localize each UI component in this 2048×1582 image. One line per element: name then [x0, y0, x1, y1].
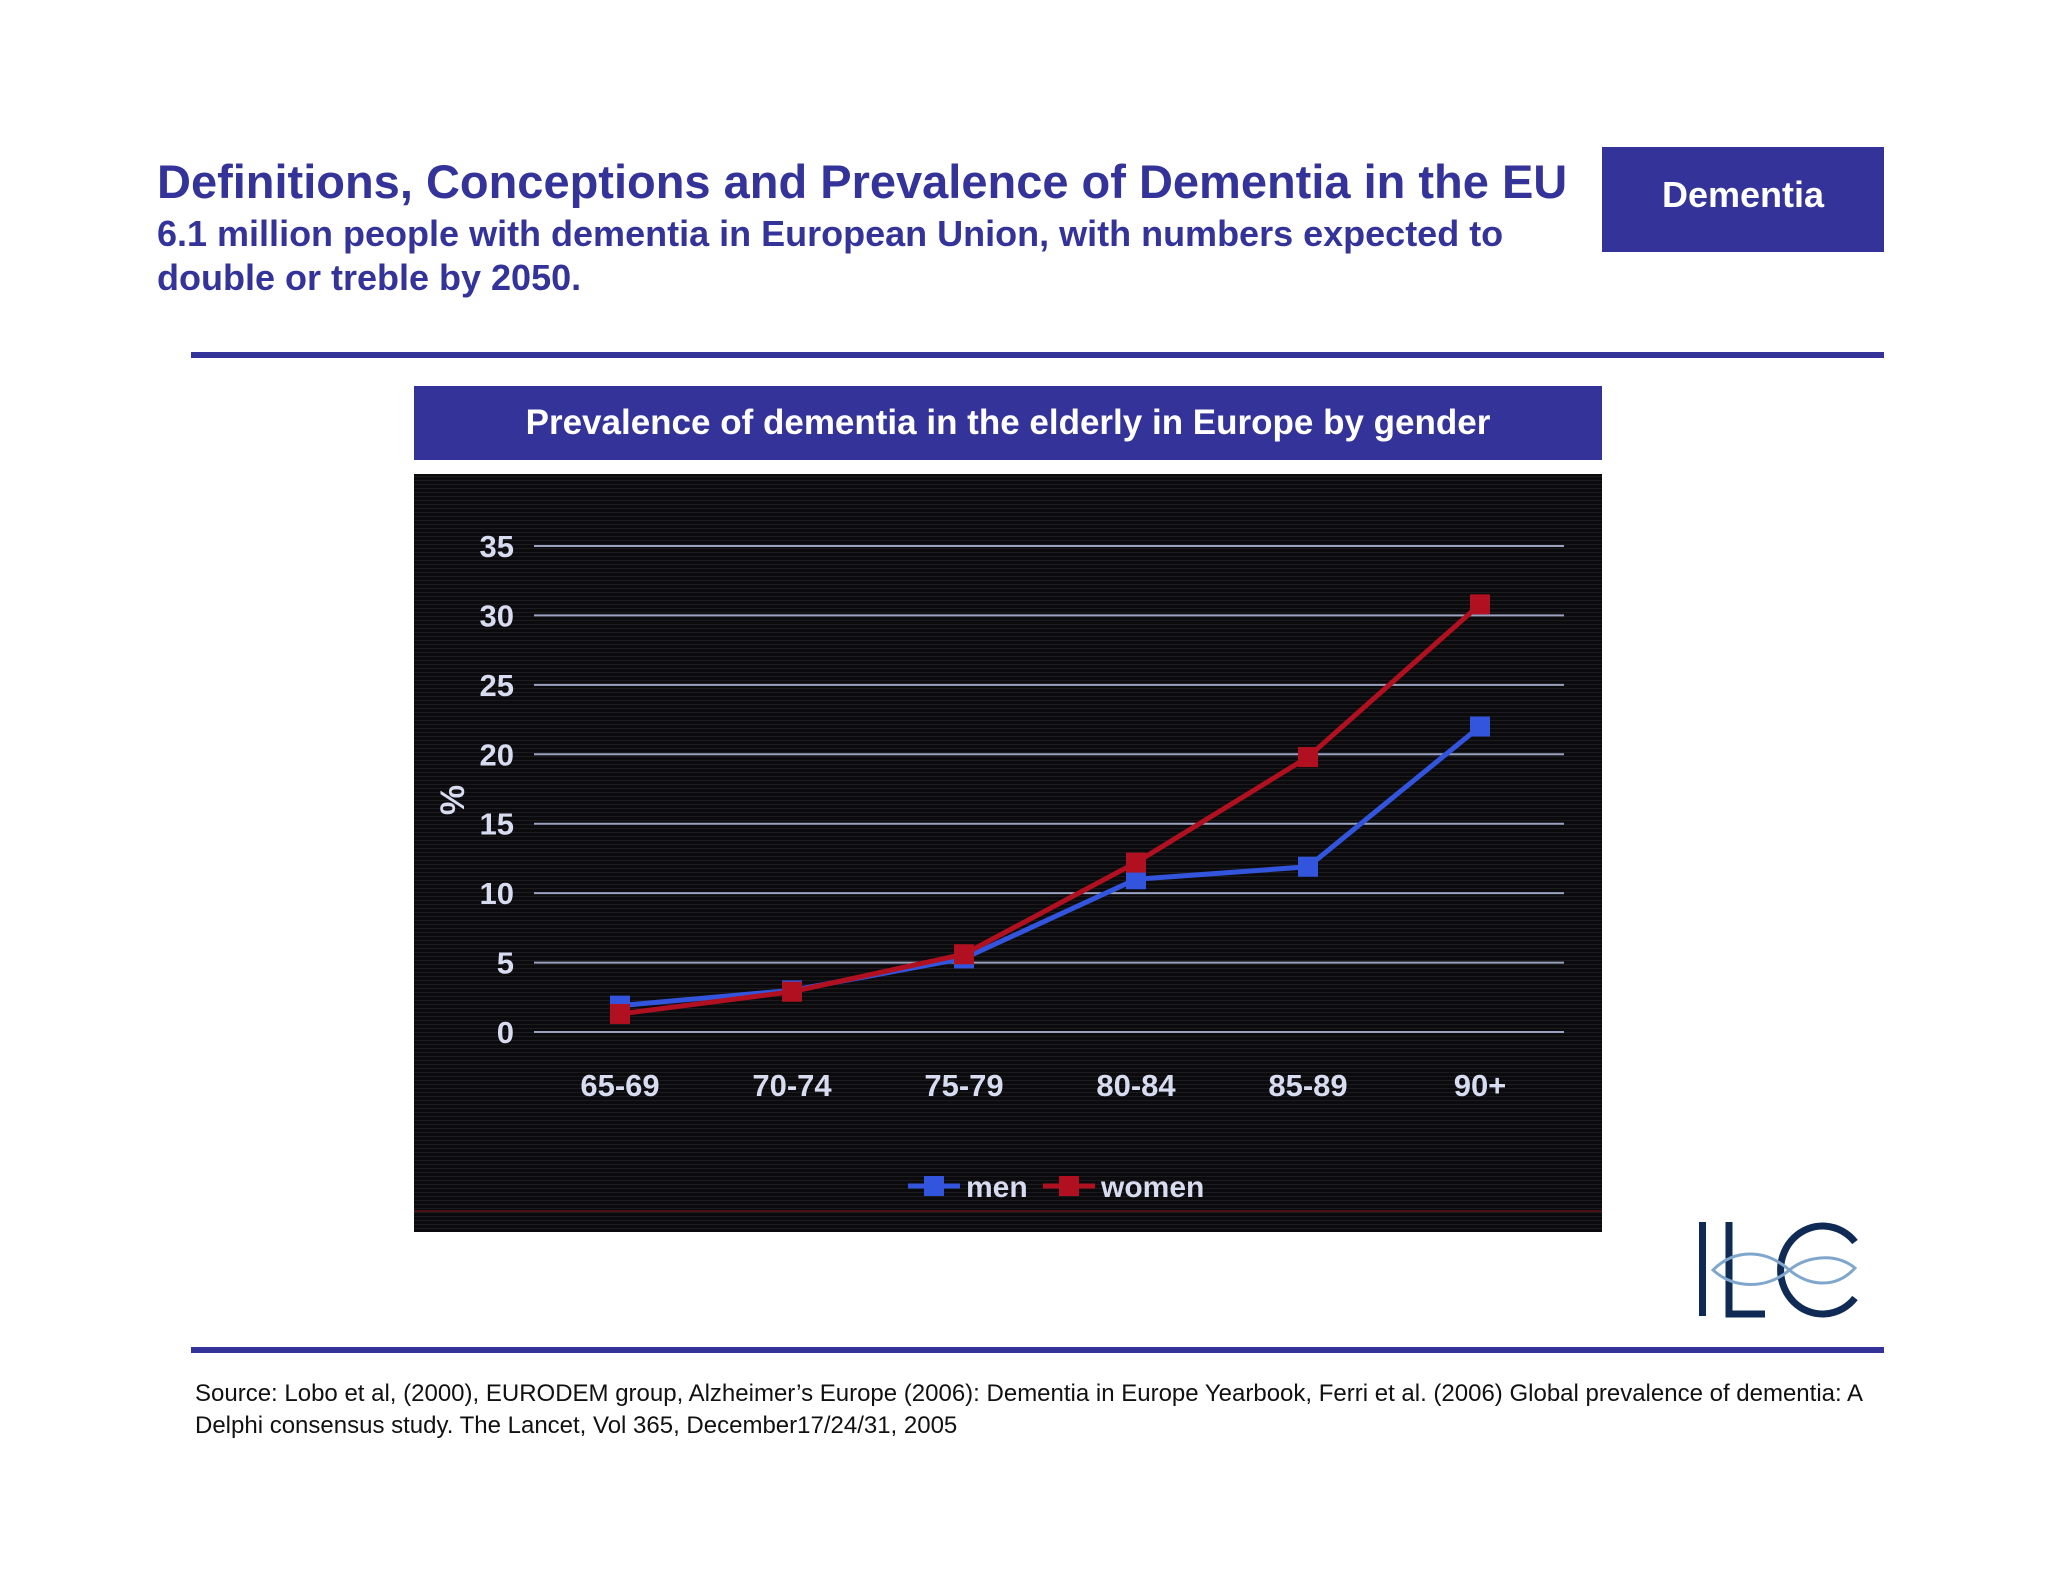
data-point-men	[1470, 716, 1490, 737]
series-line-men	[619, 724, 1482, 1009]
data-point-women	[782, 981, 802, 1002]
legend-label-women: women	[1100, 1171, 1204, 1204]
page-title: Definitions, Conceptions and Prevalence …	[157, 155, 1568, 208]
source-citation: Source: Lobo et al, (2000), EURODEM grou…	[195, 1380, 1862, 1439]
x-tick-label: 70-74	[752, 1068, 832, 1103]
x-tick-label: 65-69	[580, 1068, 659, 1103]
y-tick-label: 10	[480, 876, 514, 911]
y-tick-label: 35	[480, 529, 514, 564]
data-point-women	[954, 944, 974, 965]
x-tick-label: 75-79	[924, 1068, 1003, 1103]
y-tick-label: 30	[480, 598, 514, 633]
chart-panel: 0 5 10 15 20 25 30 35 65-69 70-74 75-79 80-84 85-89…	[414, 474, 1602, 1232]
chart-legend: men women	[908, 1171, 1204, 1204]
data-point-women	[1126, 852, 1146, 873]
data-point-women	[1470, 594, 1490, 615]
legend-label-men: men	[966, 1171, 1028, 1204]
chart-background	[414, 474, 1602, 1232]
series-line-women	[619, 602, 1482, 1017]
data-point-women	[610, 1003, 630, 1024]
bottom-divider	[191, 1347, 1884, 1353]
x-tick-label: 85-89	[1268, 1068, 1347, 1103]
chart-title: Prevalence of dementia in the elderly in…	[414, 386, 1602, 460]
data-point-men	[1126, 869, 1146, 890]
y-tick-label: 5	[497, 946, 514, 981]
y-tick-label: 20	[480, 737, 514, 772]
top-divider	[191, 352, 1884, 358]
y-axis-label: %	[434, 785, 472, 815]
data-point-women	[1298, 747, 1318, 768]
y-tick-label: 25	[480, 668, 514, 703]
y-tick-label: 15	[480, 807, 514, 842]
x-tick-label: 80-84	[1096, 1068, 1176, 1103]
data-point-men	[1298, 856, 1318, 877]
legend-marker-women	[1059, 1176, 1079, 1196]
legend-marker-men	[924, 1176, 944, 1196]
page-subtitle: 6.1 million people with dementia in Euro…	[157, 213, 1504, 298]
line-chart: 0 5 10 15 20 25 30 35 65-69 70-74 75-79 80-84 85-89…	[414, 474, 1602, 1232]
x-tick-label: 90+	[1454, 1068, 1507, 1103]
section-tag: Dementia	[1602, 147, 1884, 252]
ilc-logo	[1699, 1222, 1858, 1318]
y-tick-label: 0	[497, 1015, 514, 1050]
